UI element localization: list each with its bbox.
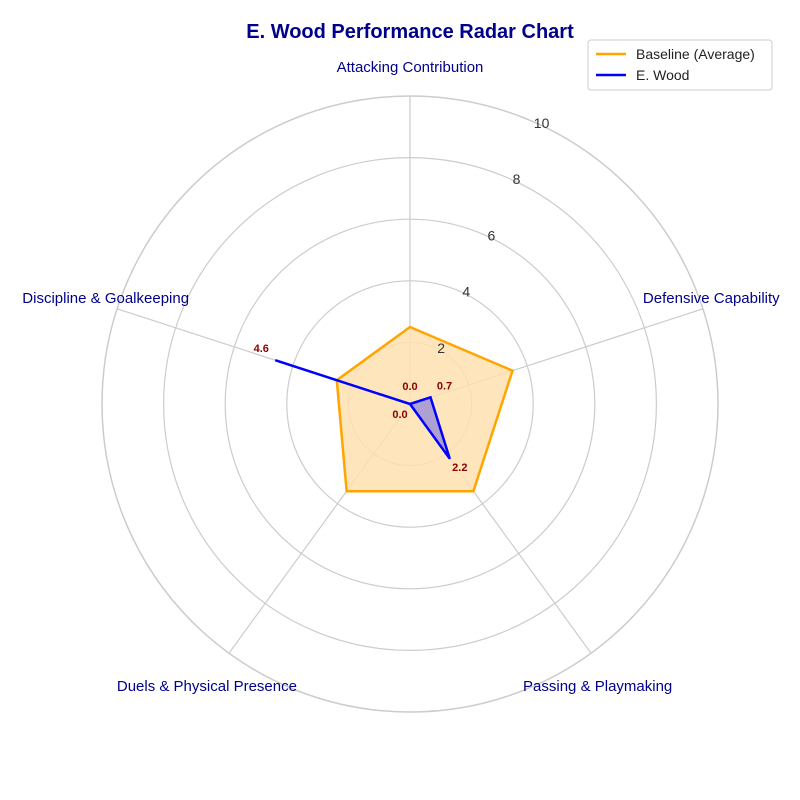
r-tick-label: 6 xyxy=(487,227,495,243)
legend-label-baseline: Baseline (Average) xyxy=(636,46,755,62)
data-label: 4.6 xyxy=(254,343,269,355)
data-label: 0.0 xyxy=(402,381,417,393)
axis-label: Duels & Physical Presence xyxy=(117,678,297,695)
data-label: 0.7 xyxy=(437,380,452,392)
legend-label-e-wood: E. Wood xyxy=(636,67,689,83)
r-tick-label: 2 xyxy=(437,340,445,356)
data-label: 0.0 xyxy=(392,409,407,421)
radar-series xyxy=(274,325,515,493)
legend-box xyxy=(587,39,773,91)
axis-label: Passing & Playmaking xyxy=(523,678,672,695)
chart-title: E. Wood Performance Radar Chart xyxy=(246,21,574,43)
data-label: 2.2 xyxy=(452,462,467,474)
axis-label: Discipline & Goalkeeping xyxy=(22,290,189,307)
axis-label: Defensive Capability xyxy=(643,290,780,307)
r-tick-label: 4 xyxy=(462,284,470,300)
legend: Baseline (Average) E. Wood xyxy=(587,39,773,91)
radar-labels: 2 4 6 8 10 Attacking Contribution Defensive Ca… xyxy=(22,59,780,695)
r-tick-label: 10 xyxy=(534,115,550,131)
axis-label: Attacking Contribution xyxy=(337,59,484,76)
r-tick-label: 8 xyxy=(513,171,521,187)
series-line-0 xyxy=(335,325,515,493)
series-line-1 xyxy=(274,359,452,460)
